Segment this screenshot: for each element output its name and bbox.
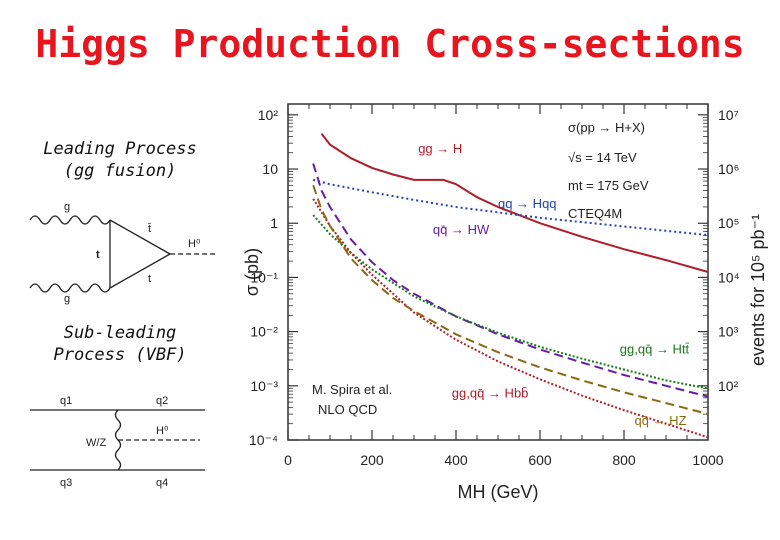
annotation-sqrt-s: √s = 14 TeV bbox=[568, 150, 637, 165]
subleading-process-label: Sub-leading Process (VBF) bbox=[20, 322, 220, 366]
gg-g-top: g bbox=[64, 201, 70, 213]
chart-title: σ(pp → H+X) bbox=[568, 120, 645, 135]
y-tick-label-left: 10 bbox=[262, 161, 278, 177]
annotation-pdf: CTEQ4M bbox=[568, 206, 622, 221]
y-axis-label: σ (pb) bbox=[242, 248, 262, 296]
curve-label-4: gg,qq̄ → Hbb̄ bbox=[452, 386, 529, 401]
gg-t-bar: t̄ bbox=[147, 223, 151, 235]
y-tick-label-right: 10³ bbox=[718, 324, 739, 340]
y-tick-label-left: 10⁻¹ bbox=[250, 269, 278, 285]
t-line bbox=[109, 253, 171, 289]
leading-label-line2: (gg fusion) bbox=[63, 161, 177, 181]
curve-label-5: qq̄ → HZ bbox=[635, 413, 687, 428]
gg-t-right: t bbox=[148, 273, 151, 285]
annotation-author: M. Spira et al. bbox=[312, 382, 392, 397]
y-tick-label-right: 10² bbox=[718, 378, 739, 394]
curve-label-1: qq → Hqq bbox=[498, 196, 557, 211]
annotation-mt: mt = 175 GeV bbox=[568, 178, 649, 193]
y-tick-label-left: 10⁻³ bbox=[250, 378, 278, 394]
tick-labels: 0 200 400 600 800 1000 10² 10 1 10⁻¹ 10⁻² 10⁻³ 10⁻⁴ 1… bbox=[249, 107, 740, 468]
vbf-diagram: q1 q2 q3 q4 W/Z H⁰ bbox=[30, 395, 205, 489]
axis-ticks bbox=[287, 104, 709, 441]
curve-label-2: qq̄ → HW bbox=[433, 222, 490, 237]
annotation-nlo: NLO QCD bbox=[318, 402, 377, 417]
y-tick-label-right: 10⁴ bbox=[718, 269, 740, 285]
y-tick-label-left: 10² bbox=[258, 107, 279, 123]
y-tick-label-right: 10⁵ bbox=[718, 215, 739, 231]
curve-3 bbox=[312, 214, 709, 390]
vbf-wz: W/Z bbox=[86, 437, 106, 449]
x-tick-label-800: 800 bbox=[612, 452, 636, 468]
curve-5 bbox=[312, 184, 709, 415]
curve-4 bbox=[312, 198, 709, 439]
curve-labels: gg → H qq → Hqq qq̄ → HW gg,qq̄ → Htt̄ gg,qq… bbox=[418, 141, 689, 428]
x-axis-label: MH (GeV) bbox=[458, 482, 539, 502]
y-tick-label-left: 1 bbox=[270, 215, 278, 231]
vbf-q1: q1 bbox=[60, 395, 72, 407]
gg-g-bottom: g bbox=[64, 293, 70, 305]
x-tick-label-0: 0 bbox=[284, 452, 292, 468]
x-tick-label-400: 400 bbox=[444, 452, 468, 468]
x-tick-label-600: 600 bbox=[528, 452, 552, 468]
vbf-q2: q2 bbox=[156, 395, 168, 407]
y-tick-label-left: 10⁻² bbox=[250, 324, 278, 340]
x-tick-label-200: 200 bbox=[360, 452, 384, 468]
y-axis-label-right: events for 10⁵ pb⁻¹ bbox=[748, 214, 768, 366]
y-tick-label-left: 10⁻⁴ bbox=[249, 432, 278, 448]
gg-higgs: H⁰ bbox=[188, 238, 201, 250]
page-title: Higgs Production Cross-sections bbox=[35, 22, 745, 66]
gg-t-left: t bbox=[96, 249, 100, 261]
vbf-q3: q3 bbox=[60, 477, 72, 489]
leading-process-label: Leading Process (gg fusion) bbox=[20, 138, 220, 182]
leading-label-line1: Leading Process bbox=[43, 139, 197, 159]
curve-1 bbox=[312, 178, 709, 237]
y-tick-label-right: 10⁷ bbox=[718, 107, 739, 123]
gg-fusion-diagram: g g t t̄ t H⁰ bbox=[29, 201, 215, 305]
curve-0 bbox=[320, 133, 709, 273]
vbf-q4: q4 bbox=[156, 477, 168, 489]
tbar-line bbox=[109, 219, 171, 255]
curve-label-0: gg → H bbox=[418, 141, 462, 156]
curves bbox=[312, 133, 709, 439]
vbf-higgs: H⁰ bbox=[156, 425, 169, 437]
x-tick-label-1000: 1000 bbox=[692, 452, 723, 468]
subleading-label-line1: Sub-leading bbox=[63, 323, 177, 343]
curve-label-3: gg,qq̄ → Htt̄ bbox=[620, 341, 690, 356]
y-tick-label-right: 10⁶ bbox=[718, 161, 739, 177]
gluon-bottom-line bbox=[29, 283, 111, 293]
subleading-label-line2: Process (VBF) bbox=[53, 345, 187, 365]
gluon-top-line bbox=[29, 215, 111, 225]
